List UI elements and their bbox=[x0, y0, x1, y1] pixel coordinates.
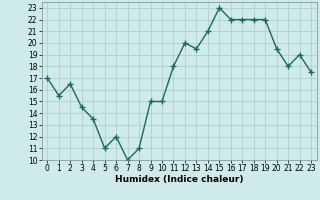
X-axis label: Humidex (Indice chaleur): Humidex (Indice chaleur) bbox=[115, 175, 244, 184]
